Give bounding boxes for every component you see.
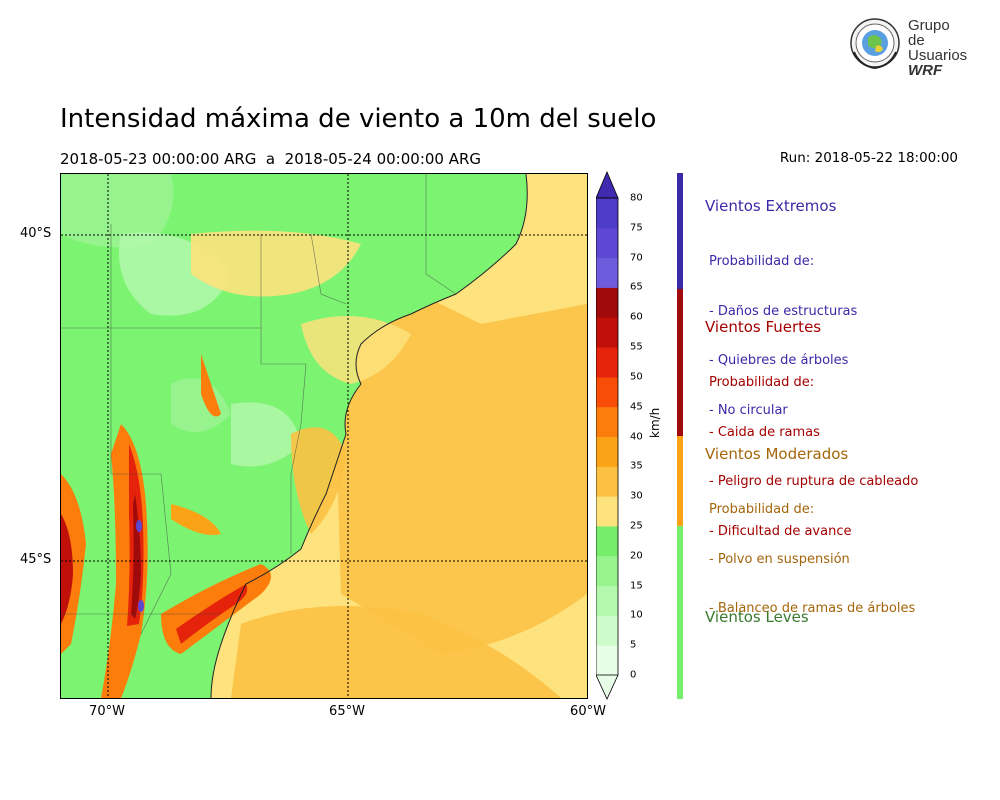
- category-light: Vientos Leves: [705, 608, 809, 626]
- lon-label-60w: 60°W: [570, 704, 606, 719]
- colorbar-segment: [596, 287, 618, 318]
- colorbar-segment: [596, 257, 618, 288]
- category-moderate-line: - Balanceo de ramas de árboles: [709, 601, 916, 616]
- category-bar-extreme: [677, 173, 683, 289]
- colorbar-segment: [596, 406, 618, 437]
- colorbar-tick-label: 25: [630, 520, 643, 532]
- colorbar-tick-label: 45: [630, 401, 643, 413]
- colorbar-tick-label: 55: [630, 341, 643, 353]
- logo-text: Grupo de Usuarios WRF: [908, 18, 970, 78]
- ocean-wind-band-south: [231, 606, 561, 698]
- colorbar-tick-label: 30: [630, 490, 643, 502]
- category-extreme-line: - No circular: [709, 402, 788, 418]
- category-bar-moderate: [677, 436, 683, 526]
- colorbar-segment: [596, 585, 618, 616]
- wind-map: [60, 173, 588, 699]
- colorbar-unit: km/h: [648, 407, 662, 438]
- colorbar-tick-label: 15: [630, 580, 643, 592]
- land-patch: [61, 174, 174, 248]
- category-extreme-lines: Probabilidad de: - Daños de estructuras …: [709, 221, 857, 452]
- category-light-title: Vientos Leves: [705, 608, 809, 626]
- land-patch: [171, 378, 231, 432]
- graticule: [61, 174, 587, 698]
- colorbar-segment: [596, 555, 618, 587]
- category-moderate-title: Vientos Moderados: [705, 445, 849, 463]
- lon-label-65w: 65°W: [329, 704, 365, 719]
- colorbar-tick-label: 75: [630, 222, 643, 234]
- colorbar-tick-label: 10: [630, 609, 643, 621]
- colorbar-segment: [596, 466, 618, 497]
- category-moderate-lines: Probabilidad de: - Polvo en suspensión -…: [709, 469, 915, 651]
- category-strong-line: Probabilidad de:: [709, 375, 815, 390]
- category-extreme-line: Probabilidad de:: [709, 254, 815, 269]
- category-strong-title: Vientos Fuertes: [705, 318, 822, 336]
- category-moderate: Vientos Moderados Probabilidad de: - Pol…: [705, 445, 915, 651]
- category-extreme: Vientos Extremos Probabilidad de: - Daño…: [705, 197, 857, 452]
- colorbar-min-extend: [596, 674, 619, 700]
- logo-line-2: Usuarios: [908, 47, 968, 64]
- globe-seal-icon: [850, 18, 900, 70]
- colorbar-tick-label: 60: [630, 311, 643, 323]
- strong-wind-west: [61, 514, 73, 624]
- colorbar-segment: [596, 645, 618, 676]
- province-borders: [61, 174, 457, 635]
- logo-line-3: WRF: [908, 62, 943, 79]
- colorbar-tick-label: 35: [630, 460, 643, 472]
- colorbar-segment: [596, 227, 618, 259]
- category-bar-light: [677, 526, 683, 699]
- wind-zone: [291, 427, 346, 534]
- colorbar: [596, 170, 619, 700]
- category-strong-lines: Probabilidad de: - Caida de ramas - Peli…: [709, 342, 918, 573]
- colorbar-tick-label: 65: [630, 281, 643, 293]
- colorbar-segment: [596, 347, 618, 378]
- colorbar-tick-label: 0: [630, 669, 637, 681]
- coastline: [210, 174, 528, 698]
- wind-zone: [301, 316, 411, 384]
- colorbar-tick-label: 5: [630, 639, 637, 651]
- colorbar-segment: [596, 496, 618, 527]
- colorbar-outline: [596, 197, 619, 676]
- forecast-period: 2018-05-23 00:00:00 ARG a 2018-05-24 00:…: [60, 150, 482, 168]
- map-title: Intensidad máxima de viento a 10m del su…: [60, 104, 657, 134]
- category-moderate-line: Probabilidad de:: [709, 502, 815, 517]
- colorbar-segment: [596, 615, 618, 646]
- colorbar-segment: [596, 436, 618, 467]
- grupo-usuarios-wrf-logo: Grupo de Usuarios WRF: [848, 16, 970, 78]
- colorbar-tick-label: 40: [630, 431, 643, 442]
- wind-cell: [201, 354, 221, 417]
- logo-line-1: Grupo de: [908, 17, 950, 49]
- colorbar-segment: [596, 525, 618, 557]
- colorbar-max-extend: [596, 170, 619, 199]
- lat-label-45s: 45°S: [20, 552, 52, 567]
- category-strong: Vientos Fuertes Probabilidad de: - Caida…: [705, 318, 918, 573]
- high-wind-west: [61, 474, 86, 654]
- colorbar-tick-label: 20: [630, 550, 643, 562]
- category-moderate-line: - Polvo en suspensión: [709, 551, 850, 567]
- lon-label-70w: 70°W: [89, 704, 125, 719]
- colorbar-segment: [596, 376, 618, 408]
- ocean-northeast: [481, 174, 587, 294]
- category-extreme-line: - Quiebres de árboles: [709, 353, 849, 368]
- category-extreme-title: Vientos Extremos: [705, 197, 837, 215]
- land-patch: [231, 402, 301, 467]
- category-strong-line: - Peligro de ruptura de cableado: [709, 474, 919, 489]
- wind-cell: [171, 504, 221, 535]
- colorbar-segment: [596, 317, 618, 348]
- wind-map-canvas: [61, 174, 587, 698]
- category-extreme-line: - Daños de estructuras: [709, 303, 858, 319]
- lat-label-40s: 40°S: [20, 226, 52, 241]
- extreme-wind-spot: [136, 520, 142, 532]
- category-strong-line: - Dificultad de avance: [709, 523, 852, 539]
- colorbar-segment: [596, 198, 618, 229]
- colorbar-tick-label: 70: [630, 252, 643, 264]
- category-strong-line: - Caida de ramas: [709, 424, 820, 440]
- run-timestamp: Run: 2018-05-22 18:00:00: [779, 150, 958, 166]
- extreme-wind-spot: [138, 600, 144, 612]
- colorbar-tick-label: 50: [630, 371, 643, 383]
- category-bar-strong: [677, 289, 683, 436]
- colorbar-tick-label: 80: [630, 192, 643, 204]
